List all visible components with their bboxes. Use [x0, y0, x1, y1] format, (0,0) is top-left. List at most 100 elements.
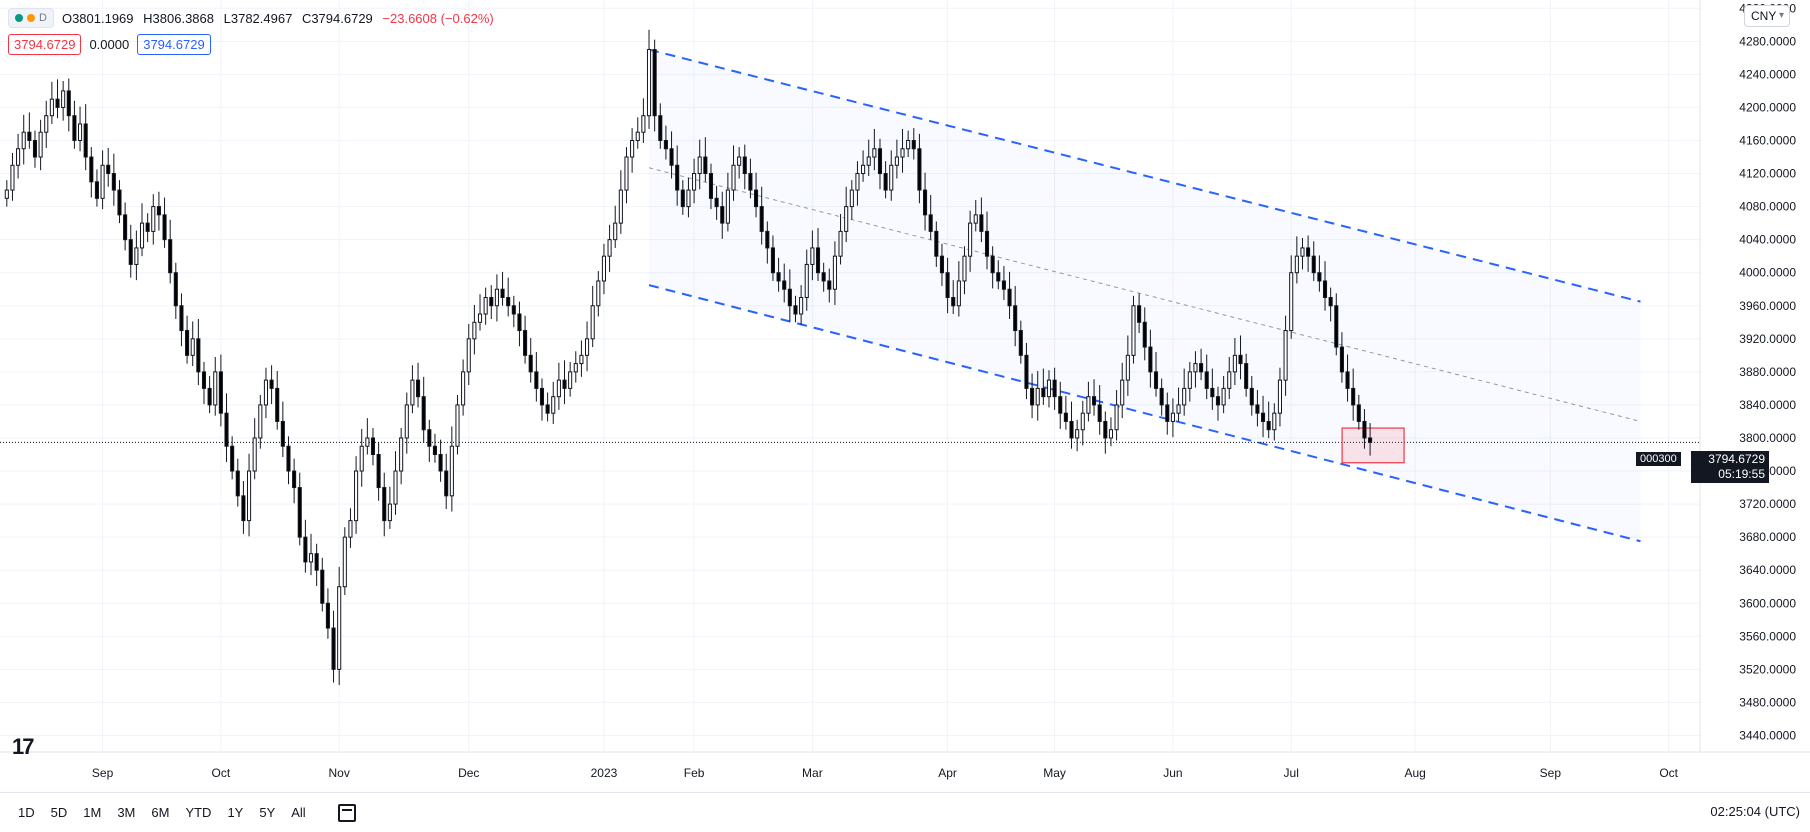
candle-body — [551, 396, 556, 414]
candle-body — [179, 305, 184, 332]
candle-body — [1007, 288, 1012, 307]
utc-clock[interactable]: 02:25:04 (UTC) — [1710, 804, 1800, 819]
candle — [230, 436, 235, 480]
range-5y-button[interactable]: 5Y — [259, 805, 276, 820]
candle-body — [1120, 379, 1125, 406]
candle — [1210, 368, 1215, 410]
candle — [404, 392, 409, 454]
candle-body — [539, 387, 545, 406]
candle — [1300, 237, 1305, 270]
candle-body — [44, 115, 49, 133]
candle — [590, 285, 595, 348]
y-tick-label: 3640.0000 — [1739, 563, 1796, 577]
range-1m-button[interactable]: 1M — [83, 805, 102, 820]
candle — [1092, 379, 1097, 416]
price-chart[interactable]: 3440.0000 3480.0000 3520.0000 3560.0000 3600… — [0, 0, 1810, 792]
candle-body — [1058, 396, 1063, 414]
candle-body — [32, 139, 38, 158]
candle-body — [900, 148, 905, 158]
range-all-button[interactable]: All — [291, 805, 306, 820]
candle — [1046, 370, 1052, 408]
currency-select[interactable]: CNY ▾ — [1744, 5, 1790, 27]
y-tick-label: 3920.0000 — [1739, 332, 1796, 346]
candle-body — [793, 305, 798, 315]
candle-body — [1306, 247, 1311, 257]
ohlc-values: O3801.1969 H3806.3868 L3782.4967 C3794.6… — [62, 11, 500, 26]
candle-body — [269, 379, 274, 389]
range-3m-button[interactable]: 3M — [117, 805, 136, 820]
candle-body — [1266, 420, 1271, 431]
range-1y-button[interactable]: 1Y — [227, 805, 244, 820]
candle-body — [314, 553, 319, 571]
candle — [1261, 395, 1266, 438]
candle-body — [1165, 404, 1170, 422]
candle — [16, 133, 21, 179]
candle-body — [10, 164, 15, 191]
candle — [675, 145, 680, 206]
candle — [427, 419, 432, 462]
candle — [10, 152, 15, 201]
candle-body — [641, 115, 646, 133]
symbol-toggle[interactable]: D — [8, 8, 54, 28]
x-tick-label: Mar — [802, 766, 823, 780]
candle-body — [894, 156, 899, 166]
range-1d-button[interactable]: 1D — [18, 805, 35, 820]
candle — [810, 230, 815, 281]
candle-body — [1334, 305, 1339, 348]
candle — [100, 150, 105, 210]
candle-body — [218, 371, 223, 414]
calendar-goto-icon[interactable] — [337, 803, 356, 822]
candle — [1007, 271, 1012, 319]
candle-body — [1030, 387, 1035, 406]
candle — [928, 195, 933, 240]
candle — [466, 323, 471, 386]
candle — [973, 199, 978, 232]
candle — [370, 428, 376, 466]
candle — [1283, 315, 1288, 396]
range-5d-button[interactable]: 5D — [50, 805, 68, 820]
candle — [1018, 320, 1023, 364]
y-tick-label: 3720.0000 — [1739, 497, 1796, 511]
candle — [815, 228, 821, 281]
candle-body — [1244, 363, 1249, 389]
candle-body — [573, 363, 578, 373]
candle-body — [770, 247, 775, 274]
candle-body — [703, 156, 708, 175]
candle — [1204, 354, 1209, 400]
candle-body — [4, 189, 9, 199]
y-tick-label: 4160.0000 — [1739, 133, 1796, 147]
candle-body — [1277, 379, 1282, 414]
candle-body — [1221, 387, 1226, 406]
candle-body — [714, 197, 719, 208]
candle-body — [1001, 280, 1006, 290]
candle — [382, 472, 387, 537]
range-ytd-button[interactable]: YTD — [185, 805, 212, 820]
candle — [906, 130, 911, 158]
candle-body — [506, 296, 511, 307]
candle-body — [168, 239, 173, 274]
candle-body — [1261, 412, 1266, 422]
candle-body — [196, 338, 201, 373]
candle — [162, 197, 167, 248]
candle-body — [1289, 272, 1294, 332]
y-tick-label: 3480.0000 — [1739, 695, 1796, 709]
candle — [635, 117, 640, 149]
candle-body — [134, 247, 139, 265]
candle-body — [1024, 354, 1029, 389]
candle — [534, 352, 539, 402]
candle-body — [66, 90, 71, 117]
candle — [861, 150, 866, 182]
candle-body — [1108, 429, 1113, 439]
range-6m-button[interactable]: 6M — [151, 805, 170, 820]
y-tick-label: 3520.0000 — [1739, 662, 1796, 676]
candle-body — [742, 156, 747, 175]
candle-body — [1013, 305, 1018, 332]
candle-body — [416, 379, 421, 398]
candle-body — [787, 288, 792, 307]
candle — [1334, 293, 1339, 356]
candle — [297, 472, 302, 546]
candle-body — [421, 396, 426, 431]
candle — [844, 186, 849, 243]
candle — [1030, 373, 1035, 419]
tradingview-logo-icon[interactable]: 17 — [12, 734, 35, 759]
